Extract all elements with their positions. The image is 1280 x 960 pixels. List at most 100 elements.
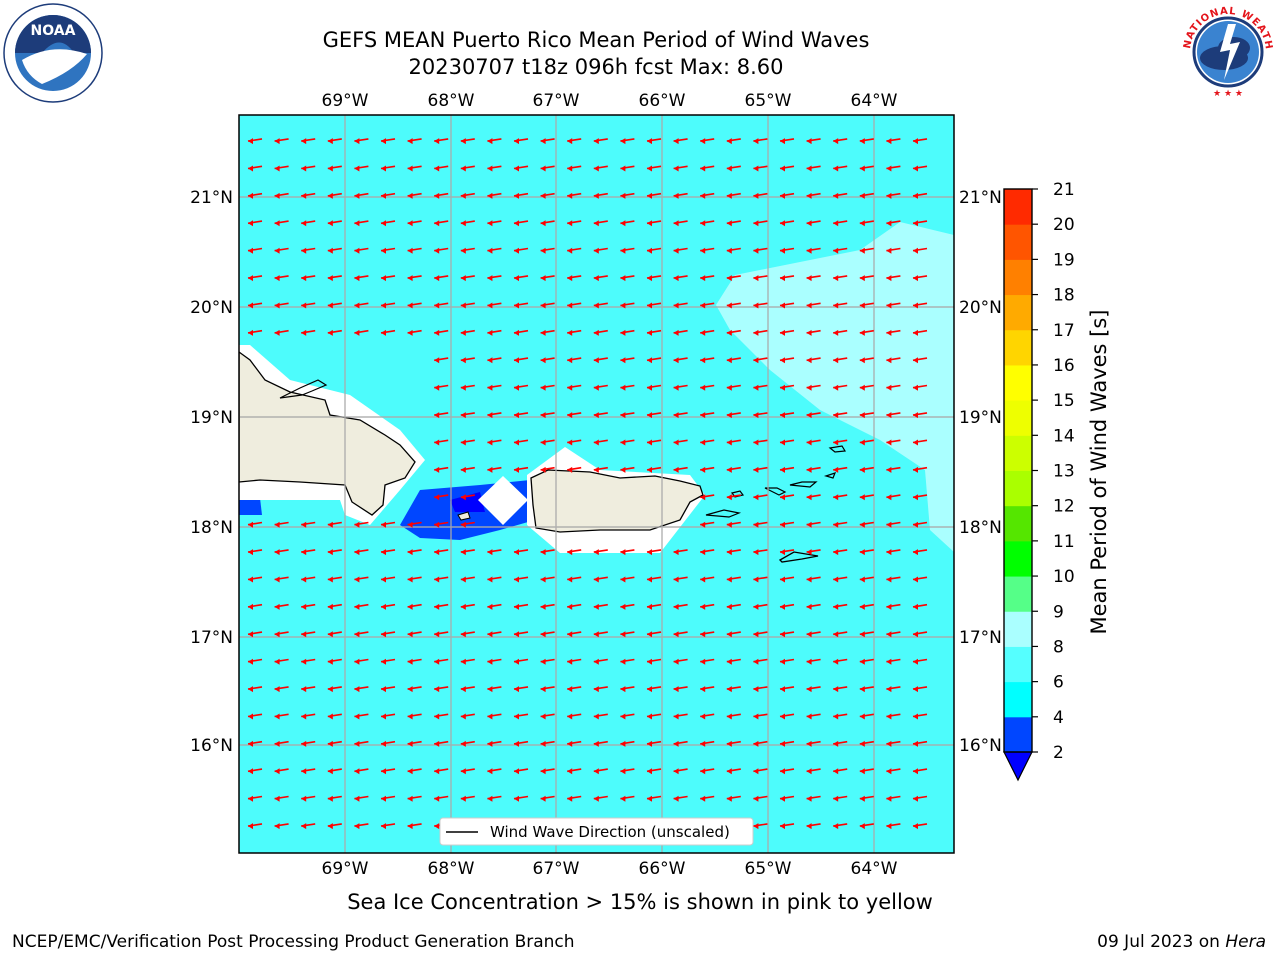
wind-arrow — [567, 247, 582, 254]
wind-arrow — [354, 329, 369, 336]
wind-arrow — [460, 384, 475, 391]
wind-arrow — [700, 521, 715, 528]
lon-label-bottom: 65°W — [745, 859, 792, 879]
wind-arrow — [726, 494, 741, 501]
colorbar-segment — [1004, 611, 1032, 647]
wind-arrow — [434, 357, 449, 364]
wind-arrow — [593, 576, 608, 583]
wind-arrow — [567, 192, 582, 199]
wind-arrow — [673, 658, 688, 665]
wind-arrow — [779, 275, 795, 282]
wind-arrow — [540, 412, 555, 419]
wind-arrow — [700, 658, 715, 665]
wind-arrow — [460, 138, 475, 145]
wind-arrow — [301, 795, 316, 802]
wind-arrow — [354, 823, 369, 830]
wind-arrow — [726, 412, 741, 419]
wind-arrow — [460, 494, 475, 501]
wind-arrow — [540, 603, 555, 610]
wind-arrow — [460, 686, 475, 693]
wind-arrow — [859, 713, 874, 720]
wind-arrow — [806, 357, 821, 364]
wind-arrow — [327, 275, 342, 282]
lat-label-left: 18°N — [190, 518, 233, 538]
colorbar-segment — [1004, 505, 1032, 542]
wind-arrow — [247, 795, 263, 802]
wind-arrow — [247, 740, 263, 747]
colorbar-tick-label: 20 — [1053, 215, 1075, 235]
wind-arrow — [726, 521, 741, 528]
wind-arrow — [380, 686, 396, 693]
wind-arrow — [779, 823, 795, 830]
wind-arrow — [779, 247, 795, 254]
wind-arrow — [380, 165, 396, 172]
wind-arrow — [274, 220, 289, 227]
wind-arrow — [779, 165, 795, 172]
wind-arrow — [380, 576, 396, 583]
lon-label-top: 67°W — [533, 91, 580, 111]
colorbar-tick-label: 16 — [1053, 356, 1075, 376]
wind-arrow — [247, 302, 263, 309]
wind-arrow — [540, 384, 555, 391]
wind-arrow — [593, 466, 608, 473]
wind-arrow — [700, 138, 715, 145]
wind-arrow — [354, 768, 369, 775]
wind-arrow — [380, 192, 396, 199]
wind-arrow — [327, 165, 342, 172]
wind-arrow — [301, 686, 316, 693]
wind-arrow — [700, 439, 715, 446]
wind-arrow — [301, 247, 316, 254]
wind-arrow — [407, 275, 422, 282]
wind-arrow — [354, 603, 369, 610]
wind-arrow — [301, 192, 316, 199]
wind-arrow — [673, 439, 688, 446]
lon-label-top: 68°W — [428, 91, 475, 111]
wind-arrow — [513, 384, 529, 391]
wind-arrow — [859, 220, 874, 227]
wind-arrow — [354, 138, 369, 145]
wind-arrow — [487, 466, 502, 473]
wind-arrow — [859, 329, 874, 336]
wind-arrow — [540, 576, 555, 583]
wind-arrow — [806, 302, 821, 309]
wind-arrow — [567, 740, 582, 747]
wind-arrow — [460, 521, 475, 528]
wind-arrow — [434, 329, 449, 336]
wind-arrow — [886, 823, 901, 830]
wind-arrow — [567, 713, 582, 720]
wind-arrow — [274, 521, 289, 528]
wind-arrow — [833, 412, 848, 419]
wind-arrow — [354, 549, 369, 556]
wind-arrow — [726, 631, 741, 638]
wind-arrow — [859, 795, 874, 802]
wind-arrow — [540, 740, 555, 747]
wind-arrow — [567, 275, 582, 282]
wind-arrow — [354, 576, 369, 583]
puerto-rico-land — [530, 469, 704, 533]
wind-arrow — [673, 631, 688, 638]
wind-arrow — [833, 247, 848, 254]
wind-arrow — [513, 740, 529, 747]
wind-arrow — [912, 549, 928, 556]
wind-arrow — [540, 658, 555, 665]
wind-arrow — [460, 302, 475, 309]
wind-arrow — [646, 384, 662, 391]
wind-arrow — [806, 275, 821, 282]
wind-arrow — [806, 576, 821, 583]
wind-arrow — [726, 247, 741, 254]
wind-arrow — [886, 384, 901, 391]
colorbar-segment — [1004, 294, 1032, 331]
wind-arrow — [753, 192, 768, 199]
wind-arrow — [301, 576, 316, 583]
wind-arrow — [567, 603, 582, 610]
wind-arrow — [646, 247, 662, 254]
wind-arrow — [460, 247, 475, 254]
wind-arrow — [806, 220, 821, 227]
wind-arrow — [434, 768, 449, 775]
wind-arrow — [460, 768, 475, 775]
wind-arrow — [753, 357, 768, 364]
wind-arrow — [912, 466, 928, 473]
colorbar-segment — [1004, 681, 1032, 718]
wind-arrow — [620, 631, 635, 638]
wind-arrow — [753, 494, 768, 501]
